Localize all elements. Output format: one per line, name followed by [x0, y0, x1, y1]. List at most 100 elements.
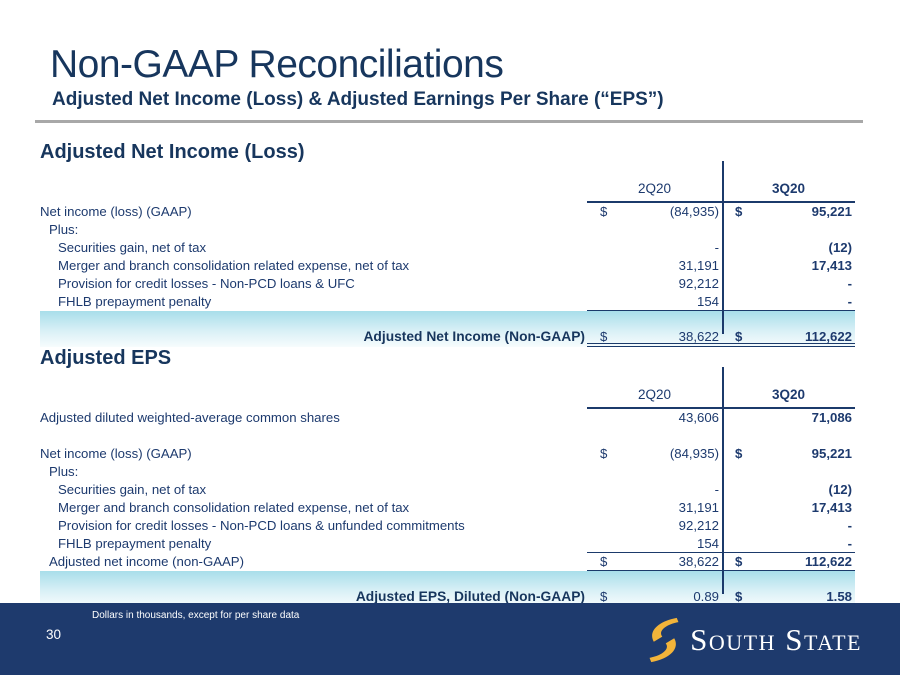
value-cell: $ (84,935) [587, 203, 722, 221]
currency-symbol: $ [600, 589, 608, 604]
footer-bar: Dollars in thousands, except for per sha… [0, 603, 900, 675]
value-cell: 17,413 [722, 257, 855, 275]
value: 154 [696, 536, 719, 551]
value: 92,212 [678, 518, 719, 533]
currency-symbol: $ [735, 554, 743, 569]
value-cell [722, 463, 855, 481]
value-cell [587, 427, 722, 445]
value-cell: - [722, 293, 855, 311]
value: 31,191 [678, 258, 719, 273]
adjusted-net-income-table: Adjusted Net Income (Loss) 2Q20 3Q20 Net i… [40, 142, 855, 347]
value-cell: - [587, 481, 722, 499]
value-cell: (12) [722, 481, 855, 499]
row-label: Net income (loss) (GAAP) [40, 446, 192, 461]
value-cell: $95,221 [722, 203, 855, 221]
value-cell [587, 221, 722, 239]
value-cell: 154 [587, 535, 722, 553]
value: 112,622 [805, 329, 852, 344]
column-header: 3Q20 [722, 176, 855, 203]
total-label: Adjusted EPS, Diluted (Non-GAAP) [355, 589, 585, 604]
value-cell: 92,212 [587, 275, 722, 293]
value-cell: $ (84,935) [587, 445, 722, 463]
value: 112,622 [805, 554, 852, 569]
value: 17,413 [811, 258, 852, 273]
header-divider [35, 120, 863, 123]
row-label: Merger and branch consolidation related … [58, 500, 410, 515]
value: (12) [828, 482, 852, 497]
value-cell: 31,191 [587, 257, 722, 275]
footnote: Dollars in thousands, except for per sha… [92, 610, 300, 621]
value: 71,086 [811, 410, 852, 425]
value-cell: $38,622 [587, 328, 722, 347]
value-cell [722, 427, 855, 445]
column-header: 2Q20 [587, 382, 722, 409]
row-label: FHLB prepayment penalty [58, 536, 212, 551]
value: 95,221 [811, 204, 852, 219]
row-label: Merger and branch consolidation related … [58, 258, 410, 273]
value-cell [587, 463, 722, 481]
value-cell: - [722, 535, 855, 553]
value: 1.58 [826, 589, 852, 604]
total-row: Adjusted Net Income (Non-GAAP) $38,622 $11… [40, 328, 855, 347]
column-divider-line [722, 367, 724, 594]
value: (84,935) [669, 204, 719, 219]
value: 31,191 [678, 500, 719, 515]
total-highlight-band: Adjusted EPS, Diluted (Non-GAAP) $0.89 $1.… [40, 571, 855, 607]
value-cell: 43,606 [587, 409, 722, 427]
value: 38,622 [678, 329, 719, 344]
value: (84,935) [669, 446, 719, 461]
value-cell: $112,622 [722, 328, 855, 347]
value: 17,413 [811, 500, 852, 515]
row-label: FHLB prepayment penalty [58, 294, 212, 309]
row-label: Adjusted net income (non-GAAP) [49, 554, 244, 569]
value-cell: - [722, 517, 855, 535]
value-cell [722, 221, 855, 239]
value-cell: $112,622 [722, 553, 855, 571]
page-number: 30 [46, 627, 62, 642]
currency-symbol: $ [735, 204, 743, 219]
value: - [847, 518, 852, 533]
adjusted-eps-table: Adjusted EPS 2Q20 3Q20 Adjusted diluted we… [40, 348, 855, 607]
value-cell: 71,086 [722, 409, 855, 427]
value-cell: $95,221 [722, 445, 855, 463]
row-label: Securities gain, net of tax [58, 240, 207, 255]
southstate-s-icon [649, 617, 679, 663]
value: 95,221 [811, 446, 852, 461]
total-highlight-band: Adjusted Net Income (Non-GAAP) $38,622 $11… [40, 311, 855, 347]
column-divider-line [722, 161, 724, 334]
southstate-logo: South State [647, 617, 862, 663]
page-subtitle: Adjusted Net Income (Loss) & Adjusted Ea… [52, 89, 664, 110]
row-label: Plus: [49, 222, 79, 237]
value-cell: 154 [587, 293, 722, 311]
value: - [847, 276, 852, 291]
row-label: Net income (loss) (GAAP) [40, 204, 192, 219]
row-label: Adjusted diluted weighted-average common… [40, 410, 340, 425]
value: - [847, 536, 852, 551]
value-cell: 17,413 [722, 499, 855, 517]
section-title: Adjusted Net Income (Loss) [40, 141, 305, 163]
value: 0.89 [693, 589, 719, 604]
value: - [714, 240, 719, 255]
page-title: Non-GAAP Reconciliations [50, 43, 504, 86]
currency-symbol: $ [600, 204, 608, 219]
row-label: Plus: [49, 464, 79, 479]
header-spacer [40, 176, 587, 203]
total-label: Adjusted Net Income (Non-GAAP) [363, 329, 585, 344]
financial-table: 2Q20 3Q20 Net income (loss) (GAAP) $ (84,935… [40, 176, 855, 311]
currency-symbol: $ [600, 554, 608, 569]
value-cell: (12) [722, 239, 855, 257]
currency-symbol: $ [600, 446, 608, 461]
currency-symbol: $ [735, 589, 743, 604]
value: (12) [828, 240, 852, 255]
value: 38,622 [678, 554, 719, 569]
currency-symbol: $ [735, 329, 743, 344]
financial-table: 2Q20 3Q20 Adjusted diluted weighted-averag… [40, 382, 855, 571]
value: 43,606 [678, 410, 719, 425]
value: 154 [696, 294, 719, 309]
southstate-logo-text: South State [690, 622, 862, 657]
value-cell: 92,212 [587, 517, 722, 535]
value: - [847, 294, 852, 309]
value-cell: - [587, 239, 722, 257]
header-spacer [40, 382, 587, 409]
